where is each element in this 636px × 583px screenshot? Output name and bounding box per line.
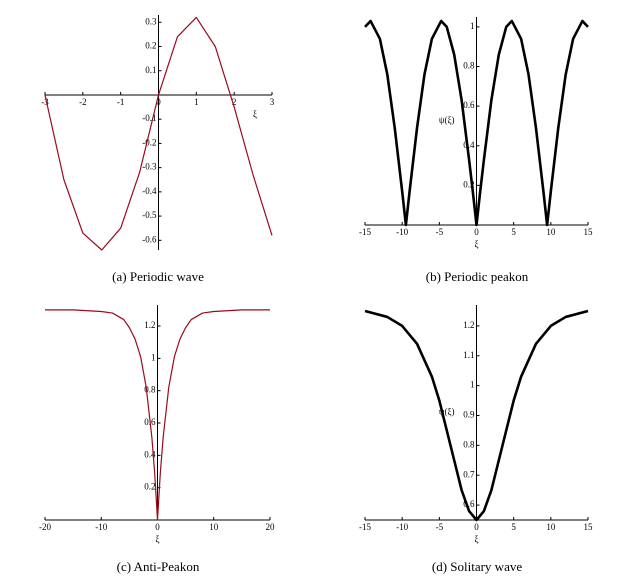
y-tick-label: 1 [470,21,475,31]
y-tick-label: -0.3 [142,162,157,172]
x-axis-label: ξ [155,534,159,544]
y-tick-label: 0.8 [463,439,475,449]
x-tick-label: 10 [546,227,556,237]
x-tick-label: -1 [117,97,125,107]
y-tick-label: -0.6 [142,234,157,244]
x-axis-label: ξ [474,239,478,249]
caption: (d) Solitary wave [432,559,522,574]
x-axis-label: ξ [253,109,257,119]
x-tick-label: -15 [359,522,371,532]
x-tick-label: 1 [194,97,199,107]
y-tick-label: 0.3 [145,16,157,26]
x-tick-label: 0 [474,227,479,237]
curve [44,16,273,251]
y-tick-label: 1.2 [144,320,155,330]
x-axis-label: ξ [474,534,478,544]
x-tick-label: 5 [511,227,516,237]
y-tick-label: 0.2 [463,179,474,189]
x-tick-label: 3 [270,97,275,107]
x-tick-label: 15 [584,227,594,237]
y-tick-label: 0.7 [463,469,475,479]
x-tick-label: 20 [266,522,276,532]
y-tick-label: 0.8 [463,61,475,71]
panel: -20 -10 0 10 200.20.40.60.811.2ξ(c) Anti-Pea… [39,305,275,574]
x-tick-label: 0 [474,522,479,532]
y-tick-label: 1 [470,380,475,390]
curve [45,309,270,521]
panel: -15 -10 -5 0 5 10 15 0.6 0.7 0.8 0.9 1 1.1 1.2 ξ ψ(ξ) (d… [359,305,593,574]
y-tick-label: 0.2 [144,482,155,492]
x-tick-label: -5 [436,227,444,237]
y-tick-label: 0.4 [463,140,475,150]
x-tick-label: -15 [359,227,371,237]
y-tick-label: 1.2 [463,320,474,330]
y-tick-label: -0.5 [142,210,157,220]
curve [364,309,589,522]
x-tick-label: 10 [209,522,219,532]
curve [364,19,589,227]
x-tick-label: -10 [396,522,408,532]
y-tick-label: -0.4 [142,186,157,196]
panel: -3 -2 -1 0 1 2 3 -0.6 -0.5 -0.4 -0.3 -0.2 -0.1 0.1 0.2… [41,15,275,284]
x-tick-label: 2 [232,97,237,107]
y-tick-label: 0.4 [144,449,156,459]
x-tick-label: 10 [546,522,556,532]
y-tick-label: -0.1 [142,113,156,123]
caption: (a) Periodic wave [112,269,204,284]
x-tick-label: -2 [79,97,87,107]
y-axis-label: ψ(ξ) [439,407,455,417]
y-tick-label: 0.2 [145,41,156,51]
y-tick-label: 0.6 [463,499,475,509]
x-tick-label: 15 [584,522,594,532]
x-tick-label: 5 [511,522,516,532]
x-tick-label: -20 [39,522,51,532]
y-tick-label: 1.1 [463,350,474,360]
panel: -15 -10 -5 0 5 10 15 0.2 0.4 0.6 0.8 1 ξ ψ(ξ) (b) Peri… [359,17,593,284]
x-tick-label: -3 [41,97,49,107]
caption: (c) Anti-Peakon [117,559,200,574]
y-tick-label: 0.9 [463,410,475,420]
caption: (b) Periodic peakon [426,269,529,284]
y-tick-label: 0.1 [145,65,156,75]
x-tick-label: -10 [95,522,107,532]
y-tick-label: 0.6 [463,100,475,110]
y-tick-label: -0.2 [142,137,156,147]
y-tick-label: 1 [151,352,156,362]
y-axis-label: ψ(ξ) [439,115,455,125]
y-tick-label: 0.8 [144,385,156,395]
x-tick-label: 0 [156,97,161,107]
x-tick-label: 0 [155,522,160,532]
x-tick-label: -5 [436,522,444,532]
x-tick-label: -10 [396,227,408,237]
